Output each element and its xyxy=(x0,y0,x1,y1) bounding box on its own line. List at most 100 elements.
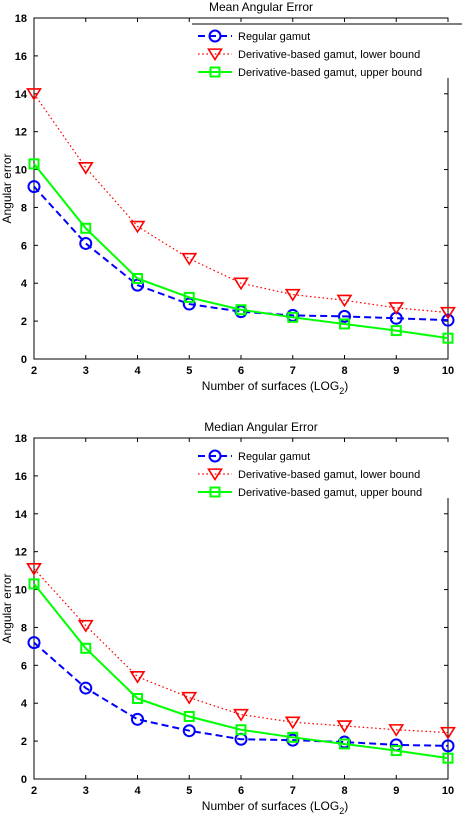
legend-marker xyxy=(207,468,223,482)
legend-box xyxy=(192,442,462,498)
data-point xyxy=(440,306,456,320)
y-tick-label: 16 xyxy=(15,51,27,63)
data-point xyxy=(129,671,146,684)
legend: Regular gamut Derivative-based gamut, low… xyxy=(192,442,462,499)
data-point xyxy=(28,578,40,590)
y-tick-label: 8 xyxy=(21,202,27,214)
y-tick-label: 12 xyxy=(15,127,27,139)
x-tick-label: 9 xyxy=(393,365,399,377)
x-tick-label: 7 xyxy=(290,365,296,377)
series-2 xyxy=(26,563,456,740)
y-tick-label: 2 xyxy=(21,736,27,748)
data-point xyxy=(287,731,299,743)
y-tick-label: 6 xyxy=(21,240,27,252)
series-2 xyxy=(26,88,456,320)
y-tick-label: 18 xyxy=(15,433,27,445)
x-axis-label: Number of surfaces (LOG2) xyxy=(202,799,348,816)
data-point xyxy=(27,180,41,194)
y-tick-label: 18 xyxy=(15,13,27,25)
y-tick-label: 8 xyxy=(21,622,27,634)
x-tick-label: 10 xyxy=(442,365,454,377)
data-point xyxy=(183,710,195,722)
data-point xyxy=(131,712,144,726)
y-tick-label: 10 xyxy=(15,165,27,177)
legend-marker xyxy=(208,29,222,43)
x-tick-label: 6 xyxy=(238,365,244,377)
legend-label: Derivative-based gamut, lower bound xyxy=(238,469,420,481)
x-axis-label: Number of surfaces (LOG2) xyxy=(202,379,348,396)
x-tick-label: 8 xyxy=(341,365,347,377)
data-point xyxy=(181,691,198,705)
series-3 xyxy=(28,158,454,344)
x-axis-label-main: Number of surfaces (LOG xyxy=(202,799,339,813)
x-axis-label-end: ) xyxy=(344,379,348,393)
data-point xyxy=(287,311,299,323)
data-point xyxy=(336,720,353,733)
y-axis-label: Angular error xyxy=(0,153,14,223)
y-tick-label: 12 xyxy=(15,547,27,559)
y-axis-label: Angular error xyxy=(0,573,14,643)
x-tick-label: 6 xyxy=(238,785,244,797)
x-tick-label: 5 xyxy=(186,365,192,377)
data-point xyxy=(441,313,455,327)
data-point xyxy=(183,291,195,303)
data-point xyxy=(284,716,301,730)
y-tick-label: 14 xyxy=(15,89,28,101)
series-line xyxy=(33,185,449,322)
legend-marker xyxy=(208,449,222,463)
data-point xyxy=(77,161,94,175)
data-point xyxy=(80,222,92,234)
x-axis-label-subscript: 2 xyxy=(339,806,344,816)
series-line xyxy=(33,568,449,734)
legend-label: Derivative-based gamut, upper bound xyxy=(238,487,422,499)
data-point xyxy=(388,302,405,315)
legend-label: Regular gamut xyxy=(238,451,310,463)
data-point xyxy=(80,642,92,654)
series-line xyxy=(33,163,449,340)
series-line xyxy=(33,583,449,760)
legend-label: Regular gamut xyxy=(238,31,310,43)
series-3 xyxy=(28,578,454,764)
y-tick-label: 4 xyxy=(21,698,28,710)
legend-item-1: Regular gamut xyxy=(198,449,310,463)
x-tick-label: 5 xyxy=(186,785,192,797)
x-axis-label-main: Number of surfaces (LOG xyxy=(202,379,339,393)
x-tick-label: 8 xyxy=(341,785,347,797)
x-tick-label: 2 xyxy=(31,785,37,797)
x-tick-label: 3 xyxy=(83,365,89,377)
data-point xyxy=(338,309,351,323)
data-point xyxy=(442,752,454,764)
y-tick-label: 2 xyxy=(21,316,27,328)
data-point xyxy=(182,724,196,738)
y-tick-label: 0 xyxy=(21,354,27,366)
data-point xyxy=(182,297,196,311)
x-tick-label: 3 xyxy=(83,785,89,797)
x-tick-label: 4 xyxy=(134,365,141,377)
x-axis-label-subscript: 2 xyxy=(339,386,344,396)
data-point xyxy=(132,272,143,284)
data-point xyxy=(79,681,93,695)
legend-marker xyxy=(209,486,221,498)
data-point xyxy=(181,252,198,266)
data-point xyxy=(79,236,93,250)
legend-marker xyxy=(209,66,221,78)
data-point xyxy=(26,563,42,576)
y-tick-label: 4 xyxy=(21,278,28,290)
data-point xyxy=(390,325,402,337)
data-point xyxy=(390,745,402,757)
legend-marker xyxy=(207,48,223,62)
legend-label: Derivative-based gamut, lower bound xyxy=(238,49,420,61)
data-point xyxy=(339,738,350,750)
y-tick-label: 10 xyxy=(15,585,27,597)
data-point xyxy=(442,332,454,344)
data-point xyxy=(233,708,249,722)
data-point xyxy=(388,724,405,737)
chart-title: Median Angular Error xyxy=(204,420,317,434)
data-point xyxy=(26,88,42,101)
y-tick-label: 0 xyxy=(21,774,27,786)
legend-item-1: Regular gamut xyxy=(198,29,310,43)
x-tick-label: 9 xyxy=(393,785,399,797)
